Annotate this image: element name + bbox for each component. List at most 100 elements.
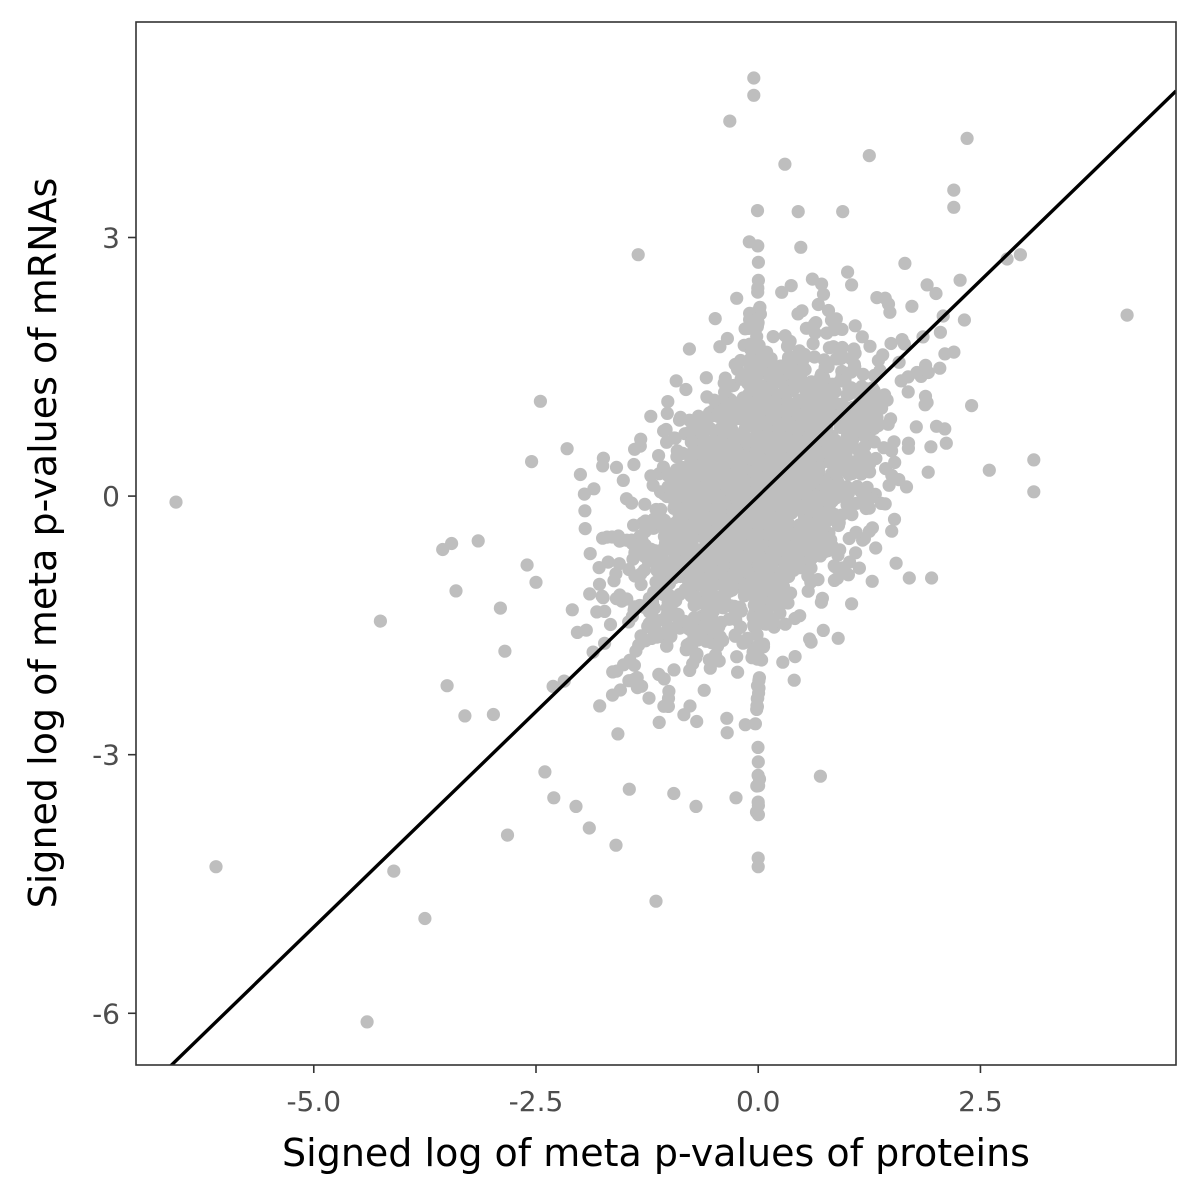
data-point xyxy=(712,654,726,668)
data-point xyxy=(845,278,859,292)
data-point xyxy=(609,838,623,852)
data-point xyxy=(667,786,681,801)
data-point xyxy=(682,413,697,427)
data-point xyxy=(642,616,656,631)
data-point xyxy=(625,496,639,510)
data-point xyxy=(938,347,952,361)
data-point xyxy=(750,640,764,654)
y-axis: -6 -3 0 3 xyxy=(92,221,136,1030)
data-point xyxy=(780,362,794,376)
data-point xyxy=(771,455,785,469)
data-point xyxy=(840,498,854,512)
data-point xyxy=(699,490,713,504)
data-point xyxy=(209,860,223,874)
data-point xyxy=(713,551,727,565)
plot-panel-border xyxy=(135,21,1177,1066)
data-point xyxy=(887,512,902,526)
data-point xyxy=(734,620,748,634)
data-point xyxy=(649,894,663,908)
data-point xyxy=(660,607,674,622)
data-point xyxy=(833,374,847,388)
data-point xyxy=(816,287,831,301)
data-point xyxy=(752,539,766,553)
data-point xyxy=(742,235,756,249)
data-point xyxy=(667,431,682,445)
data-point xyxy=(965,399,979,413)
data-point xyxy=(652,564,666,578)
data-point xyxy=(711,409,726,423)
data-point xyxy=(657,672,671,686)
data-point xyxy=(898,256,912,270)
data-point xyxy=(750,692,764,706)
data-point xyxy=(778,405,793,419)
data-point xyxy=(771,442,785,456)
data-point xyxy=(730,650,744,664)
data-point xyxy=(547,791,561,805)
data-point xyxy=(924,440,938,454)
data-point xyxy=(731,446,745,460)
data-point xyxy=(666,483,680,497)
data-point xyxy=(500,828,515,842)
data-point xyxy=(750,204,765,218)
data-point xyxy=(659,422,673,437)
data-point xyxy=(590,605,604,619)
data-point xyxy=(751,341,765,355)
data-point xyxy=(752,570,766,584)
data-point xyxy=(661,699,676,714)
data-point xyxy=(791,307,805,321)
data-point xyxy=(831,455,845,469)
data-point xyxy=(603,617,618,632)
data-point xyxy=(847,342,861,356)
data-point xyxy=(897,337,912,351)
data-point xyxy=(848,319,862,333)
data-point xyxy=(933,361,947,375)
data-point xyxy=(751,558,766,572)
data-point xyxy=(778,329,792,343)
data-point xyxy=(645,631,659,646)
data-point xyxy=(839,447,853,461)
data-point xyxy=(753,300,767,314)
data-point xyxy=(625,536,639,551)
data-point xyxy=(834,347,849,362)
data-point xyxy=(525,455,539,469)
data-point xyxy=(751,740,765,755)
data-point xyxy=(820,434,835,448)
data-point xyxy=(486,707,500,722)
y-tick-label: 0 xyxy=(102,480,120,513)
data-point xyxy=(557,674,571,688)
data-point xyxy=(780,339,795,353)
data-point xyxy=(418,911,432,926)
data-point xyxy=(858,428,872,442)
data-point xyxy=(737,589,752,603)
data-point xyxy=(772,587,787,601)
data-point xyxy=(679,382,693,397)
data-point xyxy=(780,394,794,409)
data-point xyxy=(627,457,641,472)
fit-line xyxy=(169,89,1176,1065)
data-point xyxy=(884,336,898,351)
data-point xyxy=(682,342,697,356)
data-point xyxy=(704,457,718,471)
data-point xyxy=(849,546,863,560)
data-point xyxy=(683,699,697,713)
data-point xyxy=(573,467,588,482)
data-point xyxy=(737,579,751,594)
data-point xyxy=(592,577,607,591)
data-point xyxy=(611,727,625,741)
data-point xyxy=(806,337,820,351)
data-point xyxy=(622,782,636,796)
data-point xyxy=(605,530,619,544)
data-point xyxy=(751,768,765,783)
data-point xyxy=(792,344,807,358)
data-point xyxy=(874,496,888,510)
data-point xyxy=(471,534,485,548)
data-point xyxy=(666,519,680,533)
data-point xyxy=(751,366,765,380)
data-point xyxy=(925,571,939,585)
data-point xyxy=(773,511,787,525)
data-point xyxy=(939,436,953,450)
x-tick-label: 2.5 xyxy=(958,1085,1003,1118)
data-point xyxy=(772,532,786,546)
data-point xyxy=(836,561,850,575)
data-point xyxy=(680,471,694,485)
